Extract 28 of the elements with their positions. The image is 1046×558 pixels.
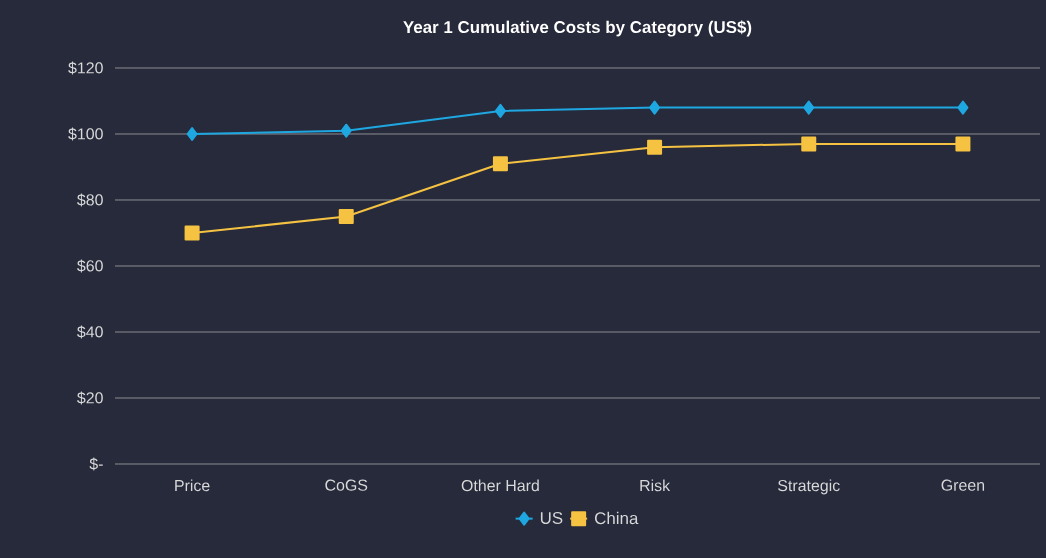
y-tick-label: $20: [77, 391, 103, 405]
point: [494, 103, 506, 118]
point: [801, 136, 817, 152]
point: [338, 209, 354, 224]
x-tick-label: Price: [175, 479, 210, 492]
y-tick-label: $120: [68, 61, 103, 75]
point: [184, 225, 200, 241]
point: [492, 156, 508, 172]
x-tick-label: CoGS: [325, 479, 368, 491]
point: [340, 123, 352, 138]
legend-label: US: [540, 511, 563, 524]
legend-label: China: [595, 511, 639, 525]
point: [955, 136, 971, 152]
x-tick-label: Risk: [640, 479, 671, 492]
y-tick-label: $-: [89, 457, 103, 471]
point: [957, 100, 969, 115]
chart-title: Year 1 Cumulative Costs by Category (US$): [403, 20, 752, 37]
point: [647, 139, 663, 155]
point: [649, 100, 661, 115]
x-tick-label: Green: [941, 479, 985, 491]
y-tick-label: $60: [77, 259, 103, 273]
point: [186, 127, 198, 141]
y-tick-label: $80: [77, 193, 103, 207]
x-tick-label: Strategic: [778, 479, 840, 495]
x-tick-label: Other Hard: [461, 479, 539, 492]
y-tick-label: $40: [77, 325, 103, 339]
point: [803, 100, 815, 115]
y-tick-label: $100: [68, 127, 103, 141]
